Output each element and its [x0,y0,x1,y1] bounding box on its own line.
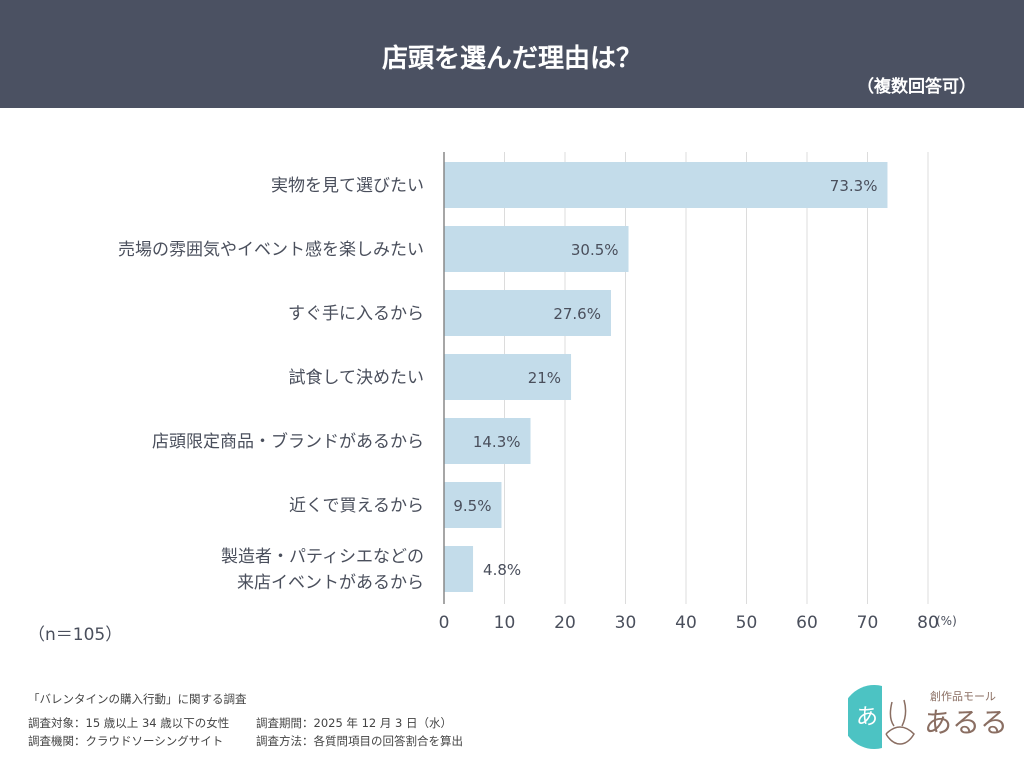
survey-method: 調査方法：各質問項目の回答割合を算出 [256,734,463,748]
logo-mark: あ [856,705,878,730]
page-subtitle: （複数回答可） [857,77,976,97]
x-tick-label: 0 [439,613,450,633]
header-banner: 店頭を選んだ理由は？ （複数回答可） [0,0,1024,108]
data-label: 21% [528,369,561,387]
x-tick-label: 30 [615,613,637,633]
x-tick-label: 80 [917,613,939,633]
bar [444,546,474,592]
data-label: 14.3% [473,433,521,451]
survey-period: 調査期間：2025 年 12 月 3 日（水） [256,716,452,730]
x-unit-label: (%) [936,614,957,628]
data-label: 9.5% [453,497,491,515]
logo-name: あるる [924,706,1008,739]
data-label: 4.8% [483,561,521,579]
data-label: 27.6% [553,305,601,323]
x-tick-label: 70 [857,613,879,633]
logo-tagline: 創作品モール [930,689,996,703]
survey-target: 調査対象：15 歳以上 34 歳以下の女性 [28,716,230,730]
x-tick-label: 20 [554,613,576,633]
bar [444,226,629,272]
aruru-logo: あ 創作品モール あるる [848,685,1008,749]
data-label: 73.3% [830,177,878,195]
x-tick-label: 10 [494,613,516,633]
bar [444,418,531,464]
category-label: 売場の雰囲気やイベント感を楽しみたい [118,240,424,260]
bar [444,354,572,400]
category-label: すぐ手に入るから [288,304,424,324]
x-tick-label: 60 [796,613,818,633]
data-label: 30.5% [571,241,619,259]
sample-size: （n＝105） [28,625,123,645]
x-tick-label: 40 [675,613,697,633]
category-label: 製造者・パティシエなどの来店イベントがあるから [221,547,424,593]
bar [444,482,502,528]
category-label: 近くで買えるから [289,496,424,516]
page-title: 店頭を選んだ理由は？ [381,44,642,74]
survey-agency: 調査機関：クラウドソーシングサイト [28,734,224,748]
category-label: 試食して決めたい [289,368,425,388]
category-label: 実物を見て選びたい [271,176,424,196]
bar [444,162,888,208]
bar [444,290,611,336]
survey-title: 「バレンタインの購入行動」に関する調査 [28,692,247,706]
x-tick-label: 50 [736,613,758,633]
bar-chart: 0 10 20 30 40 50 60 70 80(%) 73.3% 実物を見て選びたい 30.5% 売… [118,152,957,633]
category-label: 店頭限定商品・ブランドがあるから [152,431,424,452]
